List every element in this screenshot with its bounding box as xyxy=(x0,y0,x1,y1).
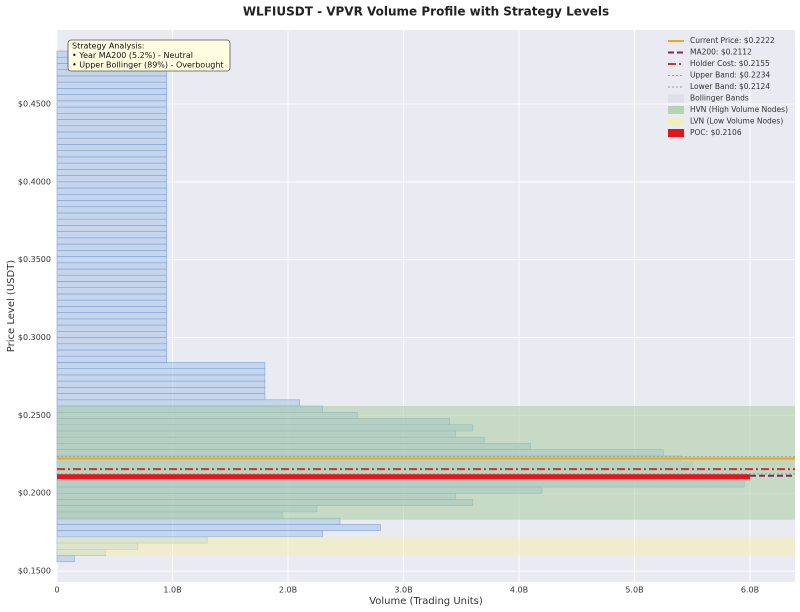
bar xyxy=(56,243,168,251)
annotation-text: Strategy Analysis: xyxy=(72,42,144,51)
bar xyxy=(56,88,168,95)
annotation: Strategy Analysis:• Year MA200 (5.2%) - … xyxy=(67,39,231,72)
zone xyxy=(57,536,795,556)
bar xyxy=(56,212,168,220)
bar xyxy=(56,399,300,407)
bar xyxy=(56,181,168,189)
bar xyxy=(56,225,168,232)
bar xyxy=(56,193,168,201)
bar xyxy=(56,262,168,270)
x-axis-label: Volume (Trading Units) xyxy=(369,596,483,607)
bar xyxy=(56,337,168,345)
x-tick-label: 3.0B xyxy=(394,586,412,595)
bar xyxy=(56,218,168,226)
y-tick-label: $0.2500 xyxy=(18,411,51,420)
bar xyxy=(56,524,381,531)
legend-label: HVN (High Volume Nodes) xyxy=(690,105,788,114)
x-tick-label: 0 xyxy=(54,586,59,595)
annotation-box xyxy=(67,39,231,72)
annotation-text: • Upper Bollinger (89%) - Overbought xyxy=(72,61,224,70)
bar xyxy=(56,137,168,145)
y-tick-label: $0.4000 xyxy=(18,177,51,186)
legend-label: Current Price: $0.2222 xyxy=(690,36,775,45)
bar xyxy=(56,530,323,538)
bar xyxy=(56,125,168,133)
bar xyxy=(56,81,168,89)
y-tick-label: $0.4500 xyxy=(18,99,51,108)
bar xyxy=(56,368,266,376)
y-tick-label: $0.1500 xyxy=(18,567,51,576)
bar xyxy=(56,380,266,388)
bar xyxy=(56,206,168,214)
chart-title: WLFIUSDT - VPVR Volume Profile with Stra… xyxy=(243,5,609,19)
legend-label: LVN (Low Volume Nodes) xyxy=(690,117,783,126)
y-tick-label: $0.2000 xyxy=(18,489,51,498)
x-tick-label: 5.0B xyxy=(625,586,643,595)
bar xyxy=(56,250,168,257)
bar xyxy=(56,100,168,108)
y-tick-label: $0.3000 xyxy=(18,333,51,342)
bar xyxy=(56,231,168,239)
bar xyxy=(56,119,168,127)
bar xyxy=(56,144,168,151)
bar xyxy=(56,362,266,369)
legend-swatch xyxy=(668,117,684,126)
bar xyxy=(56,555,75,563)
bar xyxy=(56,312,168,320)
legend-label: MA200: $0.2112 xyxy=(690,48,752,57)
x-tick-label: 4.0B xyxy=(510,586,528,595)
bar xyxy=(56,113,168,120)
bar xyxy=(56,306,168,313)
bar xyxy=(56,268,168,276)
legend-label: POC: $0.2106 xyxy=(690,128,742,137)
legend-swatch xyxy=(668,129,684,137)
y-axis-label: Price Level (USDT) xyxy=(6,260,17,353)
bar xyxy=(56,187,168,195)
bar xyxy=(56,324,168,332)
bar xyxy=(56,75,168,83)
bar xyxy=(56,94,168,102)
bar xyxy=(56,374,266,382)
y-tick-label: $0.3500 xyxy=(18,255,51,264)
bar xyxy=(56,299,168,307)
bar xyxy=(56,318,168,326)
bar xyxy=(56,387,266,394)
annotation-text: • Year MA200 (5.2%) - Neutral xyxy=(72,51,193,60)
bar xyxy=(56,293,168,301)
legend-swatch xyxy=(668,106,684,114)
bar xyxy=(56,169,168,176)
bar xyxy=(56,343,168,351)
zone xyxy=(57,406,795,520)
bar xyxy=(56,200,168,208)
bar xyxy=(56,156,168,164)
x-tick-label: 6.0B xyxy=(741,586,759,595)
bar xyxy=(56,331,168,338)
bar xyxy=(56,162,168,170)
bar xyxy=(56,131,168,139)
x-tick-label: 1.0B xyxy=(163,586,181,595)
legend-label: Upper Band: $0.2234 xyxy=(690,71,771,80)
bar xyxy=(56,281,168,289)
legend: Current Price: $0.2222 MA200: $0.2112 Hold… xyxy=(668,36,788,137)
bar xyxy=(56,349,168,357)
x-tick-label: 2.0B xyxy=(279,586,297,595)
bar xyxy=(56,106,168,114)
bar xyxy=(56,175,168,183)
bar xyxy=(56,355,168,363)
bar xyxy=(56,274,168,282)
bar xyxy=(56,237,168,245)
bar xyxy=(56,287,168,295)
legend-swatch xyxy=(668,94,684,103)
legend-label: Lower Band: $0.2124 xyxy=(690,82,770,91)
legend-label: Holder Cost: $0.2155 xyxy=(690,59,770,68)
bar xyxy=(56,256,168,264)
bar xyxy=(56,393,266,401)
bar xyxy=(56,150,168,158)
legend-label: Bollinger Bands xyxy=(690,94,749,103)
